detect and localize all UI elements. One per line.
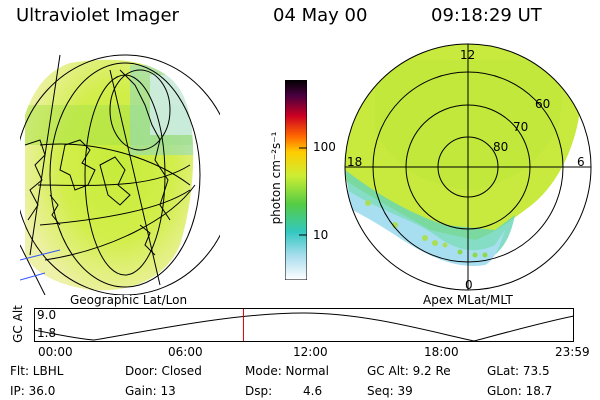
- instrument-title: Ultraviolet Imager: [16, 5, 179, 26]
- mlat-label-60: 60: [535, 97, 551, 111]
- dsp-value: 4.6: [303, 384, 323, 398]
- altitude-curve: [34, 312, 574, 342]
- altitude-xtick-2359: 23:59: [555, 345, 590, 359]
- altitude-plot: [34, 308, 574, 342]
- geographic-image-panel: [20, 54, 220, 295]
- door-info: Door: Closed: [125, 364, 202, 378]
- colorbar-unit-label: photon cm⁻²s⁻¹: [269, 131, 283, 225]
- mlt-label-left: 18: [347, 155, 363, 169]
- polar-image-panel: [344, 43, 592, 291]
- altitude-xtick-1800: 18:00: [424, 345, 459, 359]
- mode-info: Mode: Normal: [245, 364, 329, 378]
- altitude-xtick-1200: 12:00: [293, 345, 328, 359]
- altitude-ytick-low: 1.8: [37, 326, 57, 340]
- color-bar: [285, 80, 307, 280]
- ip-info: IP: 36.0: [10, 384, 56, 398]
- colorbar-tick-100: 100: [313, 140, 336, 154]
- seq-info: Seq: 39: [367, 384, 413, 398]
- colorbar-tick-10: 10: [313, 228, 329, 242]
- time-label: 09:18:29 UT: [431, 5, 542, 26]
- glon-info: GLon: 18.7: [487, 384, 553, 398]
- mlat-label-80: 80: [493, 140, 509, 154]
- date-label: 04 May 00: [273, 5, 368, 26]
- right-panel-caption: Apex MLat/MLT: [423, 293, 513, 307]
- mlt-label-top: 12: [460, 48, 476, 62]
- mlt-label-bottom: 0: [465, 278, 473, 292]
- filter-info: Flt: LBHL: [10, 364, 64, 378]
- mlt-label-right: 6: [577, 155, 585, 169]
- altitude-xtick-0600: 06:00: [168, 345, 203, 359]
- mlat-label-70: 70: [513, 120, 529, 134]
- gc-alt-info: GC Alt: 9.2 Re: [367, 364, 451, 378]
- altitude-xtick-0000: 00:00: [38, 345, 73, 359]
- gain-info: Gain: 13: [125, 384, 176, 398]
- glat-info: GLat: 73.5: [487, 364, 550, 378]
- altitude-ytick-high: 9.0: [37, 308, 57, 322]
- dsp-label: Dsp:: [245, 384, 273, 398]
- altitude-ylabel: GC Alt: [11, 305, 25, 343]
- left-panel-caption: Geographic Lat/Lon: [70, 293, 188, 307]
